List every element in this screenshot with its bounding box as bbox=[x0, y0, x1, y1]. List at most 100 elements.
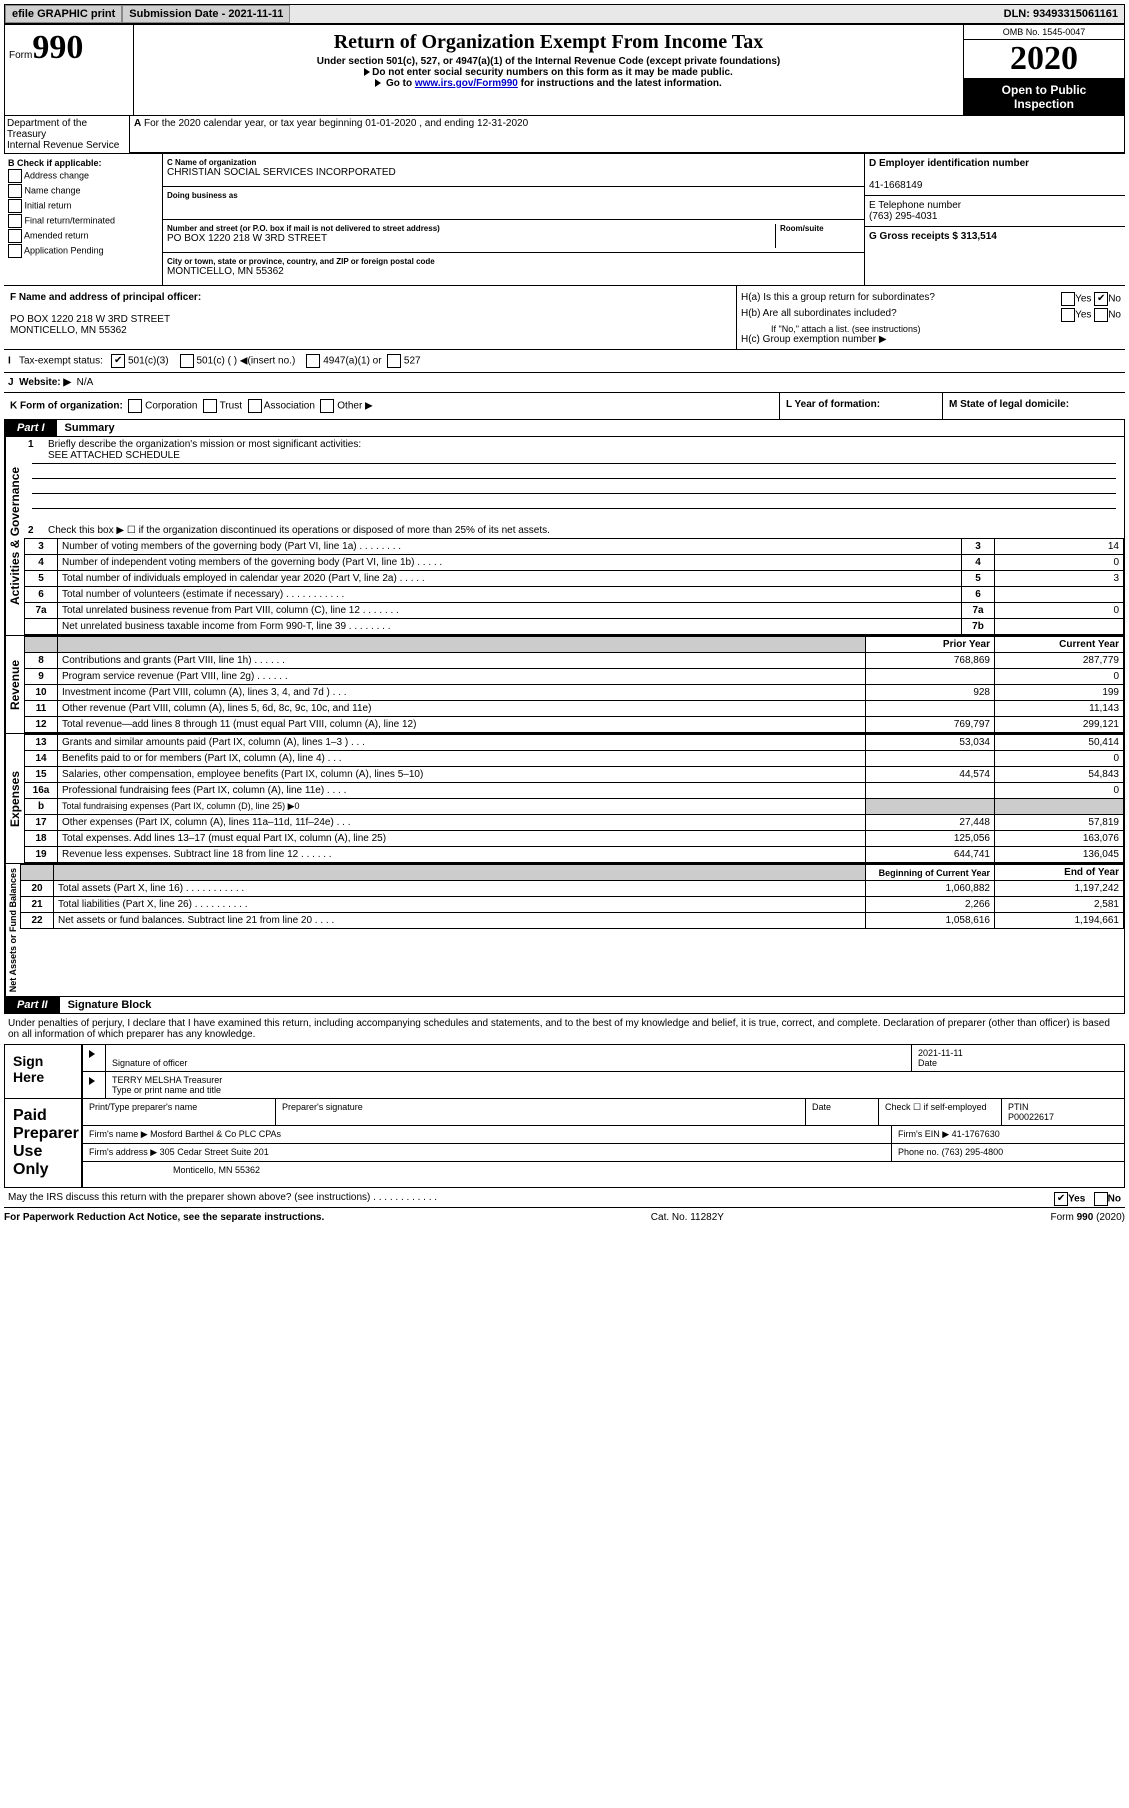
chk-discuss-yes[interactable]: ✔ bbox=[1054, 1192, 1068, 1206]
netassets-table: Beginning of Current YearEnd of Year 20T… bbox=[20, 864, 1124, 929]
expenses-block: Expenses 13Grants and similar amounts pa… bbox=[4, 734, 1125, 864]
prep-name-lbl: Print/Type preparer's name bbox=[83, 1099, 276, 1125]
q1-val: SEE ATTACHED SCHEDULE bbox=[48, 450, 180, 461]
footer-mid: Cat. No. 11282Y bbox=[651, 1212, 724, 1223]
firm-name: Mosford Barthel & Co PLC CPAs bbox=[150, 1129, 281, 1139]
part2-tab: Part II bbox=[5, 997, 60, 1013]
chk-name[interactable] bbox=[8, 184, 22, 198]
omb-number: OMB No. 1545-0047 bbox=[964, 25, 1124, 40]
firm-addr2: Monticello, MN 55362 bbox=[83, 1162, 1124, 1178]
org-city: MONTICELLO, MN 55362 bbox=[167, 266, 860, 277]
penalty-text: Under penalties of perjury, I declare th… bbox=[4, 1014, 1125, 1044]
title-box: Return of Organization Exempt From Incom… bbox=[134, 25, 964, 115]
note1: Do not enter social security numbers on … bbox=[372, 67, 733, 78]
chk-amended[interactable] bbox=[8, 229, 22, 243]
submission-date: Submission Date - 2021-11-11 bbox=[122, 5, 290, 23]
sign-here-lbl: Sign Here bbox=[5, 1045, 83, 1098]
k-lbl: K Form of organization: bbox=[10, 401, 123, 412]
firm-ein-lbl: Firm's EIN ▶ bbox=[898, 1129, 949, 1139]
e-lbl: E Telephone number bbox=[869, 200, 961, 211]
col-c: C Name of organization CHRISTIAN SOCIAL … bbox=[163, 154, 864, 285]
chk-501c[interactable] bbox=[180, 354, 194, 368]
expenses-table: 13Grants and similar amounts paid (Part … bbox=[24, 734, 1124, 863]
chk-ha-no[interactable]: ✔ bbox=[1094, 292, 1108, 306]
arrow-icon bbox=[89, 1077, 95, 1085]
chk-hb-no[interactable] bbox=[1094, 308, 1108, 322]
footer-right: Form 990 (2020) bbox=[1051, 1212, 1126, 1223]
chk-trust[interactable] bbox=[203, 399, 217, 413]
chk-other[interactable] bbox=[320, 399, 334, 413]
discuss-q: May the IRS discuss this return with the… bbox=[8, 1192, 437, 1203]
sign-block: Sign Here Signature of officer 2021-11-1… bbox=[4, 1044, 1125, 1099]
sig-date-lbl: Date bbox=[918, 1058, 937, 1068]
part1-tab: Part I bbox=[5, 420, 57, 436]
row-i: I Tax-exempt status: ✔ 501(c)(3) 501(c) … bbox=[4, 350, 1125, 373]
arrow-icon bbox=[364, 68, 370, 76]
m-lbl: M State of legal domicile: bbox=[949, 399, 1069, 410]
chk-address[interactable] bbox=[8, 169, 22, 183]
firm-name-lbl: Firm's name ▶ bbox=[89, 1129, 148, 1139]
part2-title: Signature Block bbox=[60, 997, 160, 1013]
gov-table: 3Number of voting members of the governi… bbox=[24, 538, 1124, 635]
ptin-lbl: PTIN bbox=[1008, 1102, 1029, 1112]
chk-501c3[interactable]: ✔ bbox=[111, 354, 125, 368]
form-header: Form990 Return of Organization Exempt Fr… bbox=[4, 24, 1125, 116]
sig-name-lbl: Type or print name and title bbox=[112, 1085, 221, 1095]
netassets-block: Net Assets or Fund Balances Beginning of… bbox=[4, 864, 1125, 997]
sig-officer-lbl: Signature of officer bbox=[112, 1058, 187, 1068]
section-b-g: B Check if applicable: Address change Na… bbox=[4, 154, 1125, 286]
row-j: J Website: ▶ N/A bbox=[4, 373, 1125, 393]
org-name: CHRISTIAN SOCIAL SERVICES INCORPORATED bbox=[167, 167, 860, 178]
sig-date: 2021-11-11 bbox=[918, 1048, 963, 1058]
q1: Briefly describe the organization's miss… bbox=[48, 439, 361, 450]
footer: For Paperwork Reduction Act Notice, see … bbox=[4, 1208, 1125, 1227]
chk-hb-yes[interactable] bbox=[1061, 308, 1075, 322]
preparer-lbl: Paid Preparer Use Only bbox=[5, 1099, 83, 1187]
col-h: H(a) Is this a group return for subordin… bbox=[737, 286, 1125, 349]
revenue-table: Prior YearCurrent Year 8Contributions an… bbox=[24, 636, 1124, 733]
f-addr2: MONTICELLO, MN 55362 bbox=[10, 325, 127, 336]
prep-date-lbl: Date bbox=[806, 1099, 879, 1125]
j-lbl: Website: ▶ bbox=[19, 377, 71, 388]
hb-lbl: H(b) Are all subordinates included? bbox=[741, 308, 1061, 322]
chk-4947[interactable] bbox=[306, 354, 320, 368]
governance-block: Activities & Governance 1Briefly describ… bbox=[4, 437, 1125, 636]
public-2: Inspection bbox=[1014, 97, 1074, 111]
firm-addr-lbl: Firm's address ▶ bbox=[89, 1147, 157, 1157]
tax-year: 2020 bbox=[964, 40, 1124, 79]
note2-pre: Go to bbox=[386, 78, 415, 89]
chk-527[interactable] bbox=[387, 354, 401, 368]
part1-header: Part I Summary bbox=[4, 420, 1125, 437]
preparer-block: Paid Preparer Use Only Print/Type prepar… bbox=[4, 1099, 1125, 1188]
chk-corp[interactable] bbox=[128, 399, 142, 413]
chk-final[interactable] bbox=[8, 214, 22, 228]
top-efile-bar: efile GRAPHIC print Submission Date - 20… bbox=[4, 4, 1125, 24]
chk-ha-yes[interactable] bbox=[1061, 292, 1075, 306]
revenue-block: Revenue Prior YearCurrent Year 8Contribu… bbox=[4, 636, 1125, 734]
col-deg: D Employer identification number 41-1668… bbox=[864, 154, 1125, 285]
col-b-checkboxes: B Check if applicable: Address change Na… bbox=[4, 154, 163, 285]
col-f: F Name and address of principal officer:… bbox=[4, 286, 737, 349]
ptin: P00022617 bbox=[1008, 1112, 1054, 1122]
form990-link[interactable]: www.irs.gov/Form990 bbox=[415, 78, 518, 89]
form-number: 990 bbox=[32, 29, 83, 66]
note2-post: for instructions and the latest informat… bbox=[518, 78, 722, 89]
f-addr1: PO BOX 1220 218 W 3RD STREET bbox=[10, 314, 170, 325]
g-gross: G Gross receipts $ 313,514 bbox=[865, 227, 1125, 246]
section-f-h: F Name and address of principal officer:… bbox=[4, 286, 1125, 350]
rot-netassets: Net Assets or Fund Balances bbox=[5, 864, 20, 996]
efile-print-btn[interactable]: efile GRAPHIC print bbox=[5, 5, 122, 23]
chk-assoc[interactable] bbox=[248, 399, 262, 413]
dept-treasury: Department of the TreasuryInternal Reven… bbox=[5, 116, 130, 153]
firm-ein: 41-1767630 bbox=[952, 1129, 1000, 1139]
firm-phone: (763) 295-4800 bbox=[942, 1147, 1004, 1157]
org-street: PO BOX 1220 218 W 3RD STREET bbox=[167, 233, 775, 244]
sig-name: TERRY MELSHA Treasurer bbox=[112, 1075, 222, 1085]
year-box: OMB No. 1545-0047 2020 Open to PublicIns… bbox=[964, 25, 1124, 115]
chk-pending[interactable] bbox=[8, 244, 22, 258]
chk-discuss-no[interactable] bbox=[1094, 1192, 1108, 1206]
prep-sig-lbl: Preparer's signature bbox=[276, 1099, 806, 1125]
c-name-lbl: C Name of organization bbox=[167, 158, 860, 167]
prep-selfemp: Check ☐ if self-employed bbox=[879, 1099, 1002, 1125]
chk-initial[interactable] bbox=[8, 199, 22, 213]
